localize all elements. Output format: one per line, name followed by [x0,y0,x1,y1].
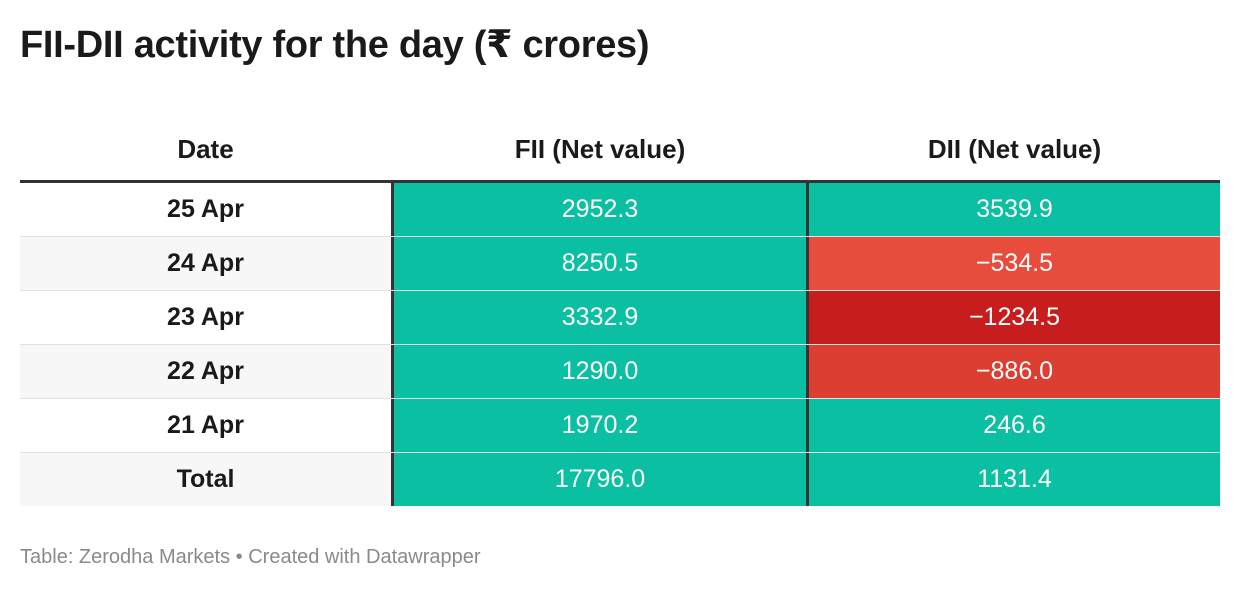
fii-value-cell: 8250.5 [391,237,806,290]
table-row: Total 17796.0 1131.4 [20,453,1220,506]
header-fii: FII (Net value) [514,133,686,164]
fii-value-cell: 17796.0 [391,453,806,506]
header-dii: DII (Net value) [927,133,1102,164]
dii-value-cell: −886.0 [806,345,1220,398]
date-cell: 21 Apr [20,399,391,452]
date-cell: 24 Apr [20,237,391,290]
date-cell: 22 Apr [20,345,391,398]
chart-title: FII-DII activity for the day (₹ crores) [20,24,650,66]
table-header: Date FII (Net value) DII (Net value) [20,118,1220,183]
fii-value-cell: 2952.3 [391,183,806,236]
table-row: 21 Apr 1970.2 246.6 [20,399,1220,453]
source-footer: Table: Zerodha Markets • Created with Da… [20,546,481,568]
header-date: Date [177,133,234,164]
fii-value-cell: 1290.0 [391,345,806,398]
dii-value-cell: 1131.4 [806,453,1220,506]
table-body: 25 Apr 2952.3 3539.9 24 Apr 8250.5 −534.5 23 A… [20,183,1220,506]
date-cell: Total [20,453,391,506]
dii-value-cell: −534.5 [806,237,1220,290]
fii-dii-table: Date FII (Net value) DII (Net value) 25 … [20,118,1220,506]
table-row: 22 Apr 1290.0 −886.0 [20,345,1220,399]
table-row: 24 Apr 8250.5 −534.5 [20,237,1220,291]
fii-value-cell: 1970.2 [391,399,806,452]
table-row: 23 Apr 3332.9 −1234.5 [20,291,1220,345]
dii-value-cell: 3539.9 [806,183,1220,236]
dii-value-cell: −1234.5 [806,291,1220,344]
date-cell: 23 Apr [20,291,391,344]
table-row: 25 Apr 2952.3 3539.9 [20,183,1220,237]
fii-value-cell: 3332.9 [391,291,806,344]
date-cell: 25 Apr [20,183,391,236]
dii-value-cell: 246.6 [806,399,1220,452]
